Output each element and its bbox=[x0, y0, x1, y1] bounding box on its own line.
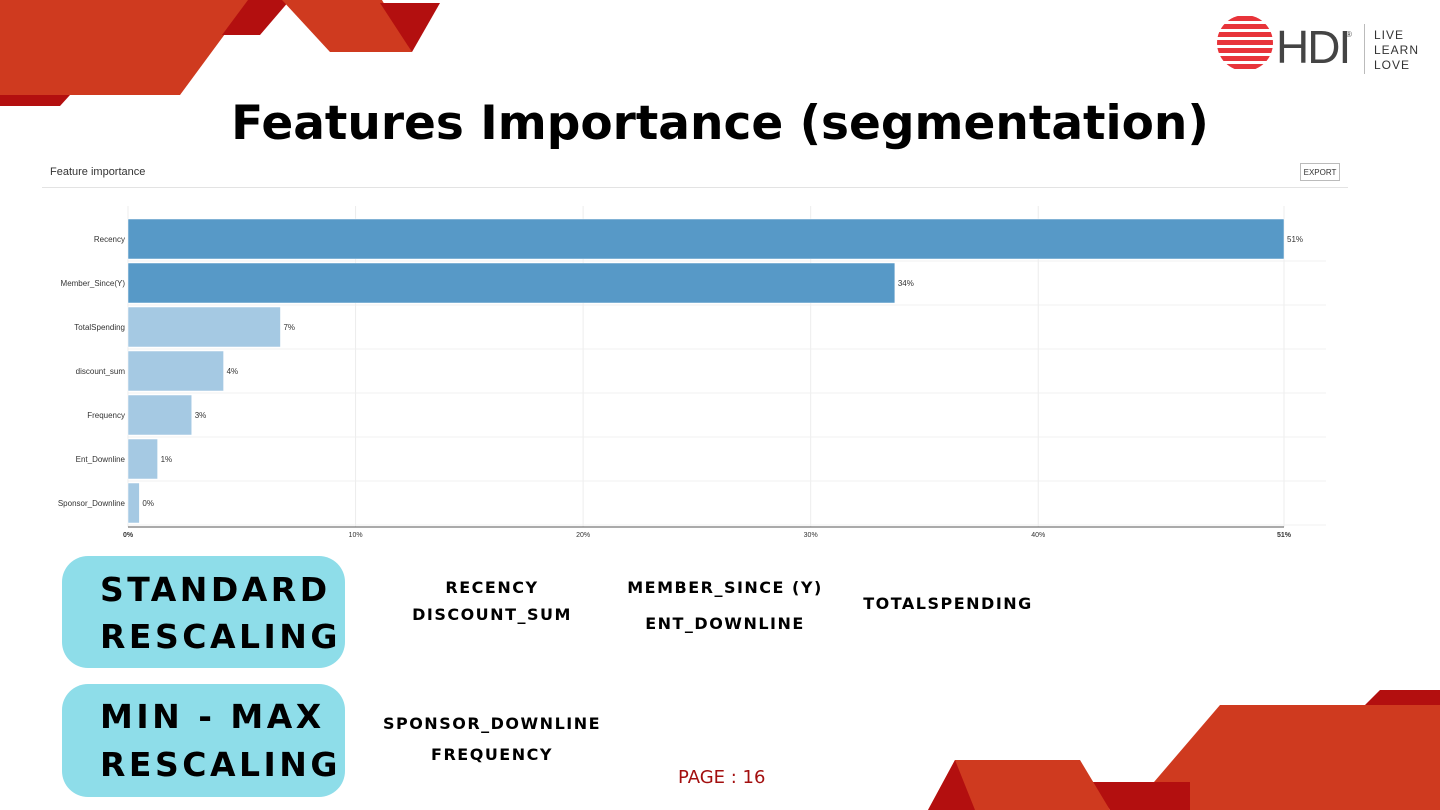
logo-wordmark: HDI bbox=[1276, 21, 1351, 73]
min-max-rescaling-pill: MIN - MAX RESCALING bbox=[62, 684, 345, 797]
standard-rescaling-line2: RESCALING bbox=[100, 617, 341, 656]
bar-recency bbox=[127, 218, 1285, 260]
standard-rescaling-pill: STANDARD RESCALING bbox=[62, 556, 345, 668]
category-label: Member_Since(Y) bbox=[61, 279, 126, 288]
bar-frequency bbox=[127, 394, 192, 436]
registered-mark: ® bbox=[1346, 30, 1352, 39]
x-tick-label: 30% bbox=[804, 532, 818, 539]
page-title: Features Importance (segmentation) bbox=[231, 96, 1209, 151]
hdi-logo: HDI ® LIVE LEARN LOVE bbox=[1216, 12, 1426, 76]
data-label: 3% bbox=[195, 411, 207, 420]
category-label: discount_sum bbox=[76, 367, 126, 376]
bar-member-since-y- bbox=[127, 262, 896, 304]
data-label: 4% bbox=[227, 367, 239, 376]
category-label: Frequency bbox=[87, 411, 125, 420]
panel-divider bbox=[42, 187, 1348, 188]
min-max-rescaling-line1: MIN - MAX bbox=[100, 697, 325, 736]
x-tick-label: 40% bbox=[1031, 532, 1045, 539]
x-tick-label: 10% bbox=[349, 532, 363, 539]
feature-recency: RECENCY bbox=[445, 578, 539, 597]
category-label: TotalSpending bbox=[74, 323, 125, 332]
min-max-rescaling-line2: RESCALING bbox=[100, 745, 341, 784]
category-label: Sponsor_Downline bbox=[58, 499, 126, 508]
bar-discount-sum bbox=[127, 350, 224, 392]
x-tick-label: 0% bbox=[123, 532, 134, 539]
page-number: PAGE : 16 bbox=[678, 767, 766, 788]
bottom-right-decoration bbox=[928, 690, 1440, 810]
bar-ent-downline bbox=[127, 438, 158, 480]
tagline-live: LIVE bbox=[1374, 28, 1405, 42]
feature-ent-downline: ENT_DOWNLINE bbox=[645, 614, 805, 633]
data-label: 0% bbox=[142, 499, 154, 508]
feature-discount-sum: DISCOUNT_SUM bbox=[412, 605, 572, 624]
tagline-love: LOVE bbox=[1374, 58, 1411, 72]
hdi-globe-icon bbox=[1217, 16, 1273, 69]
export-button[interactable]: EXPORT bbox=[1300, 163, 1340, 181]
feature-frequency: FREQUENCY bbox=[431, 745, 553, 764]
top-left-decoration bbox=[0, 0, 440, 106]
data-label: 34% bbox=[898, 279, 914, 288]
category-label: Ent_Downline bbox=[76, 455, 126, 464]
feature-sponsor-downline: SPONSOR_DOWNLINE bbox=[382, 714, 602, 733]
category-label: Recency bbox=[94, 235, 125, 244]
logo-divider bbox=[1364, 24, 1365, 74]
feature-member-since: MEMBER_SINCE (Y) bbox=[627, 578, 823, 597]
tagline-learn: LEARN bbox=[1374, 43, 1420, 57]
standard-rescaling-line1: STANDARD bbox=[100, 570, 331, 609]
data-label: 1% bbox=[161, 455, 173, 464]
feature-totalspending: TOTALSPENDING bbox=[863, 594, 1033, 613]
x-tick-label: 20% bbox=[576, 532, 590, 539]
logo-tagline: LIVE LEARN LOVE bbox=[1374, 28, 1419, 73]
x-tick-label: 51% bbox=[1277, 532, 1292, 539]
chart-panel-title: Feature importance bbox=[50, 166, 146, 178]
data-label: 51% bbox=[1287, 235, 1303, 244]
feature-importance-chart: Recency 51% Member_Since(Y) 34% TotalSpendin… bbox=[58, 206, 1326, 539]
data-label: 7% bbox=[283, 323, 295, 332]
bar-sponsor-downline bbox=[127, 482, 140, 524]
bar-totalspending bbox=[127, 306, 281, 348]
